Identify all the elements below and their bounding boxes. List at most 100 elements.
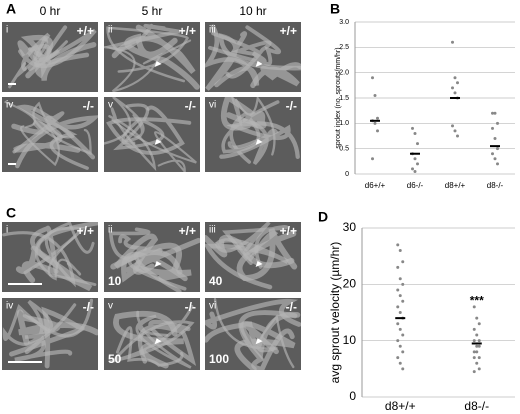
time-label: 10 xyxy=(108,274,122,288)
data-point xyxy=(413,169,417,173)
vessel xyxy=(110,242,192,281)
data-point xyxy=(453,129,457,133)
column-header: 0 hr xyxy=(40,4,61,18)
genotype-label: -/- xyxy=(83,99,94,113)
time-label: 50 xyxy=(108,352,122,366)
data-point xyxy=(496,147,499,151)
vessels xyxy=(2,222,98,292)
data-point xyxy=(398,249,402,253)
image-numeral: iv xyxy=(6,301,13,312)
panel-label: A xyxy=(6,1,16,17)
vessels xyxy=(104,23,200,92)
data-point xyxy=(475,350,479,354)
data-point xyxy=(477,356,481,360)
genotype-label: -/- xyxy=(286,99,297,113)
vessels xyxy=(205,298,301,370)
x-tick-label: d6+/+ xyxy=(365,181,386,190)
image-numeral: ii xyxy=(108,25,112,36)
vessel xyxy=(208,25,281,66)
y-tick-label: 20 xyxy=(343,277,357,291)
vessel xyxy=(111,24,196,75)
image-numeral: i xyxy=(6,25,8,36)
genotype-label: -/- xyxy=(286,300,297,314)
genotype-label: +/+ xyxy=(179,224,196,238)
x-tick-label: d8-/- xyxy=(464,399,489,413)
data-point xyxy=(401,350,405,354)
y-tick-label: 0 xyxy=(345,171,349,178)
data-point xyxy=(401,333,405,337)
data-point xyxy=(398,294,402,298)
data-point xyxy=(396,243,400,247)
image-numeral: i xyxy=(6,225,8,236)
data-point xyxy=(396,356,400,360)
data-point xyxy=(398,361,402,365)
arrowhead xyxy=(255,261,263,267)
data-point xyxy=(373,121,377,125)
data-point xyxy=(472,305,476,309)
y-tick-label: 1.5 xyxy=(339,95,349,102)
data-point xyxy=(398,344,402,348)
data-point xyxy=(451,124,454,128)
arrowhead xyxy=(154,338,162,345)
data-point xyxy=(475,333,479,337)
data-point xyxy=(456,134,459,138)
y-axis-label: sprout index (no. sprouts/mm/hr) xyxy=(335,47,342,148)
vessel xyxy=(205,238,289,290)
vessel xyxy=(211,31,272,79)
vessels xyxy=(205,222,298,290)
data-point xyxy=(398,277,402,281)
vessels xyxy=(219,97,300,166)
data-point xyxy=(453,91,457,95)
data-point xyxy=(472,327,476,331)
image-numeral: v xyxy=(108,100,113,111)
data-point xyxy=(477,344,481,348)
vessel xyxy=(15,245,93,292)
data-point xyxy=(493,137,497,141)
data-point xyxy=(401,260,405,264)
vessels xyxy=(8,25,97,89)
data-point xyxy=(396,339,400,343)
genotype-label: +/+ xyxy=(179,24,196,38)
data-point xyxy=(493,157,497,161)
data-point xyxy=(475,344,479,348)
data-point xyxy=(475,316,479,320)
vessels xyxy=(4,100,98,170)
arrowhead xyxy=(154,139,162,145)
y-tick-label: 0 xyxy=(349,389,356,403)
data-point xyxy=(453,76,457,80)
vessel xyxy=(14,335,73,362)
data-point xyxy=(451,40,454,44)
y-tick-label: 2.5 xyxy=(339,44,349,51)
data-point xyxy=(472,339,476,343)
vessel xyxy=(47,235,82,281)
y-axis-label: avg sprout velocity (µm/hr) xyxy=(328,242,342,384)
data-point xyxy=(477,367,481,371)
vessel xyxy=(222,224,289,269)
vessels xyxy=(2,298,98,369)
vessels xyxy=(109,304,197,369)
vessel xyxy=(104,39,192,92)
data-point xyxy=(371,157,374,161)
y-tick-label: 0.5 xyxy=(339,146,349,153)
data-point xyxy=(413,157,417,161)
data-point xyxy=(398,327,402,331)
y-tick-label: 10 xyxy=(343,333,357,347)
vessel xyxy=(219,121,300,160)
data-point xyxy=(401,367,405,371)
arrowhead xyxy=(255,139,263,145)
data-point xyxy=(491,126,494,130)
genotype-label: +/+ xyxy=(77,224,94,238)
data-point xyxy=(496,121,499,125)
data-point xyxy=(472,356,476,360)
genotype-label: -/- xyxy=(185,300,196,314)
y-tick-label: 30 xyxy=(343,220,357,234)
panel-label: C xyxy=(6,205,16,221)
vessels xyxy=(108,227,200,292)
arrowhead xyxy=(154,261,162,267)
data-point xyxy=(496,162,499,166)
genotype-label: +/+ xyxy=(280,224,297,238)
data-point xyxy=(371,76,374,80)
image-numeral: ii xyxy=(108,225,112,236)
x-tick-label: d8-/- xyxy=(487,181,504,190)
genotype-label: +/+ xyxy=(77,24,94,38)
